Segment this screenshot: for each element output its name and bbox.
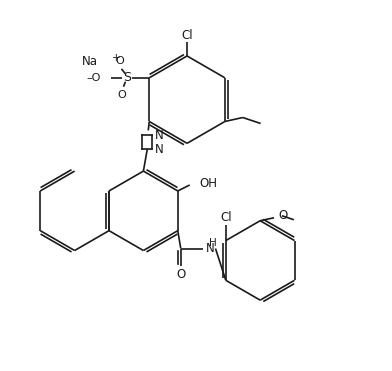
- Text: +: +: [112, 53, 120, 63]
- Text: Cl: Cl: [181, 29, 193, 42]
- Text: O: O: [176, 268, 185, 281]
- Text: N: N: [155, 129, 164, 142]
- Text: O: O: [278, 209, 287, 222]
- Text: S: S: [123, 71, 131, 84]
- Text: O: O: [115, 56, 124, 66]
- Text: –O: –O: [86, 73, 101, 83]
- Text: N: N: [205, 242, 214, 255]
- Text: H: H: [209, 237, 216, 247]
- Text: Na: Na: [82, 55, 98, 68]
- Text: O: O: [117, 90, 126, 100]
- Text: Cl: Cl: [220, 211, 232, 224]
- Text: OH: OH: [200, 177, 218, 190]
- Text: N: N: [155, 143, 164, 156]
